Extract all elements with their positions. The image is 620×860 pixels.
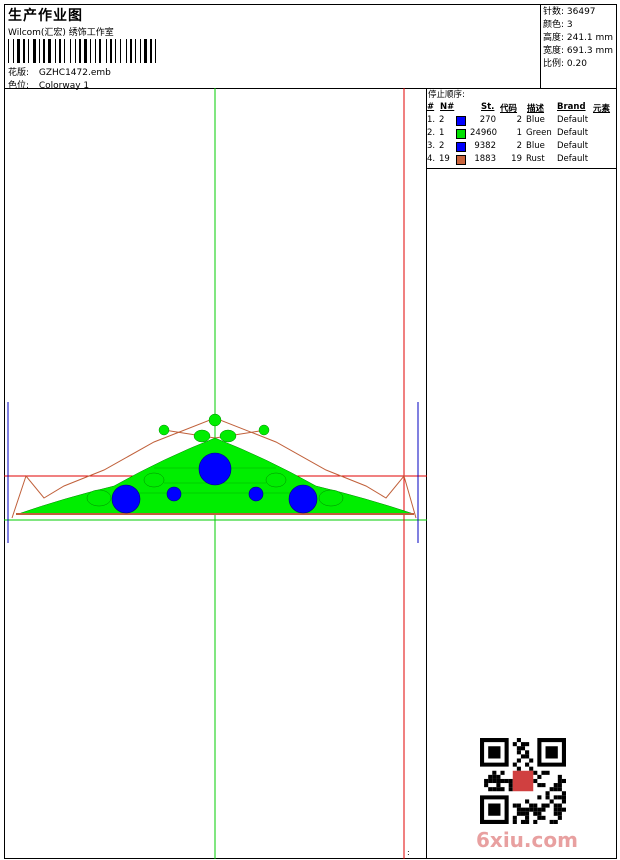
row-needle: 2 — [439, 115, 445, 125]
row-stitches: 270 — [479, 115, 496, 125]
row-brand: Default — [557, 154, 589, 164]
stitch-count: 针数: 36497 — [543, 7, 596, 17]
stop-sequence-title: 停止顺序: — [428, 90, 465, 100]
stop-row: 3. 2 9382 2 Blue Default — [426, 141, 617, 154]
row-description: Green — [526, 128, 552, 138]
header: 生产作业图 Wilcom(汇宏) 绣饰工作室 花版: GZHC1472.emb … — [5, 5, 540, 91]
leaf-right-mid — [265, 472, 287, 488]
row-index: 4. — [427, 154, 436, 164]
colorway-row: 色位: Colorway 1 — [8, 78, 89, 91]
row-needle: 2 — [439, 141, 445, 151]
row-brand: Default — [557, 141, 589, 151]
header-divider — [4, 88, 617, 89]
design-width: 宽度: 691.3 mm — [543, 46, 614, 56]
leaf-left-mid — [143, 472, 165, 488]
leaf-left-upper — [193, 429, 211, 443]
col-header-element: 元素 — [593, 104, 611, 114]
embroidery-preview — [4, 88, 427, 859]
pattern-row: 花版: GZHC1472.emb — [8, 65, 111, 78]
blue-flower-left — [111, 484, 141, 514]
row-stitches: 9382 — [474, 141, 496, 151]
seal-stamp — [512, 770, 534, 792]
row-brand: Default — [557, 128, 589, 138]
blue-bud-left — [166, 486, 182, 502]
studio-name: Wilcom(汇宏) 绣饰工作室 — [8, 28, 114, 38]
col-header-stitches: St. — [481, 102, 495, 112]
col-header-description: 描述 — [527, 104, 545, 114]
row-code: 2 — [516, 115, 522, 125]
barcode — [8, 39, 156, 63]
row-description: Blue — [526, 141, 545, 151]
stop-panel-divider — [426, 168, 617, 169]
row-needle: 19 — [439, 154, 450, 164]
color-swatch — [456, 129, 466, 139]
row-brand: Default — [557, 115, 589, 125]
row-description: Rust — [526, 154, 545, 164]
blue-flower-center — [198, 452, 232, 486]
col-header-code: 代码 — [500, 104, 518, 114]
leaf-right-low — [318, 489, 344, 507]
stop-row: 4. 19 1883 19 Rust Default — [426, 154, 617, 167]
page-title: 生产作业图 — [8, 8, 83, 24]
row-code: 19 — [511, 154, 522, 164]
row-index: 3. — [427, 141, 436, 151]
row-description: Blue — [526, 115, 545, 125]
colorway-value: Colorway 1 — [38, 81, 90, 91]
leaf-left-low — [86, 489, 112, 507]
row-index: 1. — [427, 115, 436, 125]
row-code: 1 — [516, 128, 522, 138]
design-height: 高度: 241.1 mm — [543, 33, 614, 43]
leaf-right-upper — [219, 429, 237, 443]
design-scale: 比例: 0.20 — [543, 59, 587, 69]
leaf-bud-left — [158, 424, 170, 436]
color-swatch — [456, 116, 466, 126]
panel-divider — [426, 88, 427, 859]
watermark: 6xiu.com — [476, 828, 578, 852]
row-needle: 1 — [439, 128, 445, 138]
row-stitches: 24960 — [470, 128, 498, 138]
col-header-index: # — [427, 102, 435, 112]
leaf-top — [208, 413, 222, 427]
colorway-label: 色位: — [8, 81, 30, 91]
embroidery-design — [11, 413, 417, 519]
col-header-brand: Brand — [557, 102, 586, 112]
stop-sequence-panel: 停止顺序: # N# St. 代码 描述 Brand 元素 1. 2 270 2 Blu… — [426, 88, 617, 168]
stop-row: 1. 2 270 2 Blue Default — [426, 115, 617, 128]
pattern-label: 花版: — [8, 68, 30, 78]
color-count: 颜色: 3 — [543, 20, 573, 30]
document-frame — [4, 4, 617, 859]
design-info: 针数: 36497 颜色: 3 高度: 241.1 mm 宽度: 691.3 m… — [540, 4, 617, 88]
blue-bud-right — [248, 486, 264, 502]
leaf-bud-right — [258, 424, 270, 436]
color-swatch — [456, 142, 466, 152]
corner-mark: : — [407, 848, 410, 857]
qr-code — [480, 738, 566, 824]
row-code: 2 — [516, 141, 522, 151]
pattern-value: GZHC1472.emb — [38, 68, 111, 78]
row-index: 2. — [427, 128, 436, 138]
row-stitches: 1883 — [474, 154, 496, 164]
color-swatch — [456, 155, 466, 165]
blue-flower-right — [288, 484, 318, 514]
stop-row: 2. 1 24960 1 Green Default — [426, 128, 617, 141]
col-header-needle: N# — [440, 102, 455, 112]
